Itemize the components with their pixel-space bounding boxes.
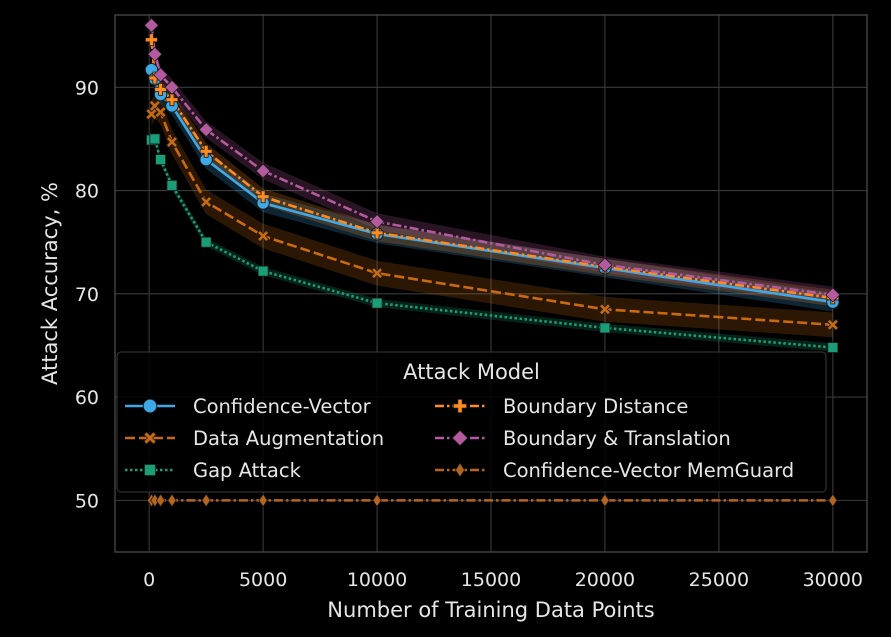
data-point-diamond: [164, 79, 180, 95]
data-point-x: [257, 229, 270, 243]
legend-entry: Confidence-Vector MemGuard: [435, 459, 794, 482]
data-point-diamond: [143, 17, 160, 33]
legend-label: Boundary & Translation: [503, 427, 731, 450]
data-point-diamond: [255, 163, 271, 179]
x-tick-label: 0: [143, 569, 155, 591]
axis-ticks: 0 5000 10000 15000 20000 25000 30000 50 60 70 80 90: [75, 77, 863, 591]
data-point-plus: [165, 93, 179, 107]
data-point-diamond: [153, 67, 169, 83]
data-point-plus: [370, 226, 384, 240]
data-point-diamond: [167, 493, 177, 508]
legend-label: Confidence-Vector: [193, 395, 372, 418]
data-point-diamond: [155, 493, 166, 508]
series-line-boundary-translation: [150, 25, 833, 297]
data-point-square: [827, 342, 839, 353]
data-point-square: [599, 322, 611, 334]
x-tick-label: 25000: [689, 569, 749, 591]
data-point-diamond: [828, 493, 838, 508]
legend-label: Gap Attack: [193, 459, 302, 482]
data-point-plus: [154, 82, 167, 96]
x-axis-title: Number of Training Data Points: [327, 598, 654, 622]
data-point-square: [149, 133, 161, 145]
data-point-diamond: [258, 493, 268, 508]
plot-frame: [114, 14, 868, 553]
data-point-square: [371, 297, 383, 309]
data-point-x: [154, 106, 167, 119]
data-point-square: [155, 154, 166, 165]
data-point-x: [143, 431, 157, 445]
data-point-diamond: [597, 257, 613, 273]
data-point-diamond: [454, 462, 466, 478]
x-tick-label: 15000: [461, 569, 521, 591]
legend-entry: Gap Attack: [125, 459, 302, 482]
y-tick-label: 50: [75, 490, 99, 512]
y-axis-title: Attack Accuracy, %: [38, 182, 62, 385]
legend-entry: Data Augmentation: [125, 427, 384, 450]
data-point-plus: [453, 399, 467, 413]
legend-box: [116, 351, 827, 493]
data-point-diamond: [369, 213, 385, 230]
data-point-diamond: [372, 493, 382, 508]
data-point-square: [257, 265, 269, 277]
legend-entry: Boundary & Translation: [435, 427, 731, 450]
data-point-square: [144, 464, 156, 476]
legend-entry: Boundary Distance: [435, 395, 688, 418]
data-point-square: [166, 179, 178, 191]
data-point-plus: [199, 144, 213, 158]
y-tick-label: 80: [75, 181, 99, 203]
data-point-circle: [142, 398, 158, 414]
legend-label: Data Augmentation: [193, 427, 384, 450]
data-point-square: [200, 236, 212, 248]
data-point-x: [598, 303, 612, 316]
y-tick-label: 60: [75, 387, 99, 409]
data-point-diamond: [451, 429, 469, 447]
legend-label: Confidence-Vector MemGuard: [503, 459, 794, 482]
legend-entries: Confidence-Vector Data Augmentation Gap At…: [125, 395, 794, 482]
y-tick-label: 90: [75, 77, 99, 99]
band-data-augmentation: [151, 93, 833, 338]
x-tick-label: 30000: [803, 569, 863, 591]
legend-entry: Confidence-Vector: [125, 395, 372, 418]
data-point-diamond: [600, 493, 610, 508]
data-point-plus: [256, 190, 270, 204]
y-tick-label: 70: [75, 284, 99, 306]
data-point-diamond: [201, 493, 211, 508]
data-point-diamond: [198, 122, 214, 138]
legend-title: Attack Model: [403, 360, 540, 384]
series-line-gap-attack: [151, 137, 833, 349]
band-confidence-vector: [151, 60, 833, 312]
data-point-x: [200, 195, 213, 208]
data-point-plus: [145, 33, 158, 47]
x-tick-label: 20000: [575, 569, 635, 591]
data-point-x: [165, 135, 179, 149]
data-point-diamond: [147, 46, 163, 62]
data-point-x: [826, 318, 839, 331]
x-tick-label: 5000: [239, 569, 287, 591]
data-point-diamond: [825, 287, 841, 303]
data-point-x: [370, 267, 384, 280]
band-boundary-translation: [151, 17, 833, 304]
series-markers: [143, 17, 841, 508]
legend-label: Boundary Distance: [503, 395, 688, 418]
legend: Attack Model Confidence-Vector Data Augme…: [116, 351, 827, 493]
x-tick-label: 10000: [347, 569, 407, 591]
